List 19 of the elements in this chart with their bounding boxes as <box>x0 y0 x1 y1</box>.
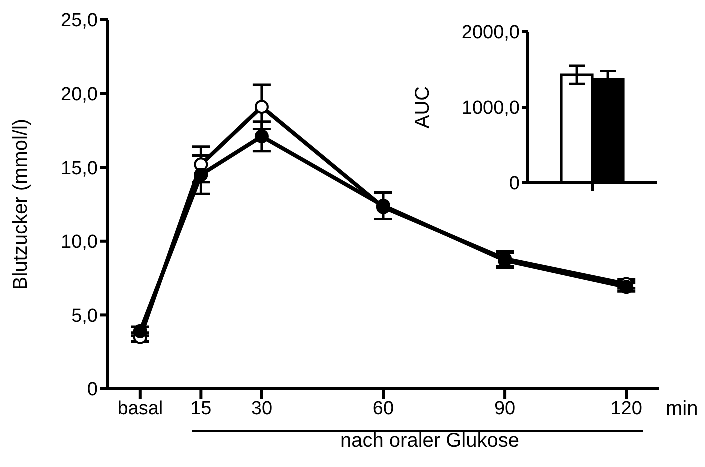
x-tick-label: 90 <box>494 398 516 420</box>
y-tick-label: 15,0 <box>61 158 98 180</box>
y-tick-label: 10,0 <box>61 232 98 254</box>
x-tick-label: basal <box>118 398 164 420</box>
y-tick-label: 5,0 <box>72 306 98 327</box>
x-tick-label: 15 <box>190 398 212 420</box>
y-tick-label: 1000,0 <box>462 98 520 120</box>
y-tick-label: 0 <box>509 174 520 195</box>
y-axis-title: Blutzucker (mmol/l) <box>10 118 32 290</box>
y-axis-title: AUC <box>412 86 434 129</box>
x-tick-label: 60 <box>372 398 394 420</box>
y-tick-label: 20,0 <box>61 84 98 106</box>
text: min <box>666 398 698 421</box>
y-tick-label: 25,0 <box>61 10 98 32</box>
y-tick-label: 2000,0 <box>462 22 520 44</box>
x-axis-title: nach oraler Glukose <box>340 430 520 453</box>
x-tick-label: 30 <box>251 398 273 420</box>
x-tick-label: 120 <box>610 398 642 420</box>
y-tick-label: 0 <box>87 380 98 401</box>
